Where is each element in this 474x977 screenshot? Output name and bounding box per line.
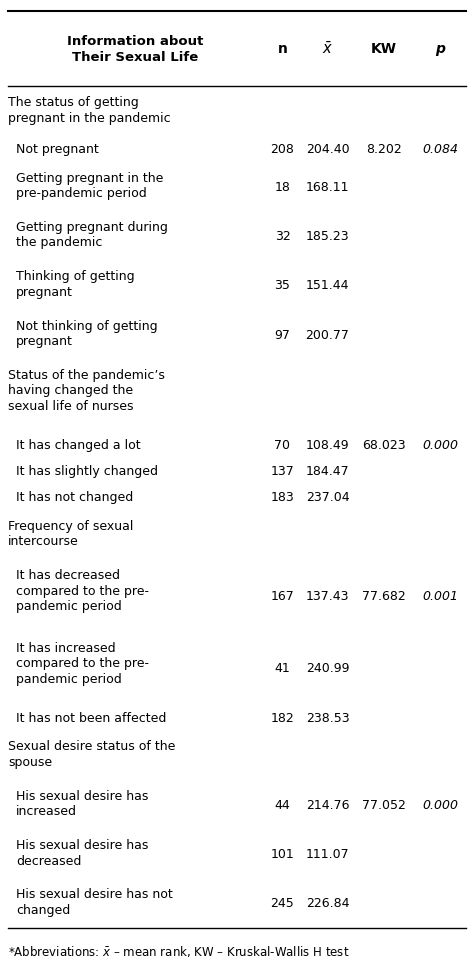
Text: The status of getting
pregnant in the pandemic: The status of getting pregnant in the pa…: [8, 96, 171, 125]
Text: Sexual desire status of the
spouse: Sexual desire status of the spouse: [8, 740, 175, 768]
Text: 182: 182: [271, 711, 294, 724]
Text: His sexual desire has
increased: His sexual desire has increased: [16, 789, 148, 818]
Text: Getting pregnant during
the pandemic: Getting pregnant during the pandemic: [16, 221, 168, 249]
Text: Information about
Their Sexual Life: Information about Their Sexual Life: [67, 35, 204, 64]
Text: 226.84: 226.84: [306, 897, 349, 910]
Text: 238.53: 238.53: [306, 711, 349, 724]
Text: 200.77: 200.77: [306, 328, 349, 341]
Text: It has not been affected: It has not been affected: [16, 711, 166, 724]
Text: Getting pregnant in the
pre-pandemic period: Getting pregnant in the pre-pandemic per…: [16, 172, 164, 200]
Text: 35: 35: [274, 279, 291, 292]
Text: 168.11: 168.11: [306, 181, 349, 193]
Text: It has slightly changed: It has slightly changed: [16, 465, 158, 478]
Text: *Abbreviations: $\bar{x}$ – mean rank, KW – Kruskal-Wallis H test: *Abbreviations: $\bar{x}$ – mean rank, K…: [8, 943, 349, 957]
Text: 151.44: 151.44: [306, 279, 349, 292]
Text: It has changed a lot: It has changed a lot: [16, 439, 141, 451]
Text: 185.23: 185.23: [306, 230, 349, 242]
Text: 137.43: 137.43: [306, 589, 349, 602]
Text: 0.000: 0.000: [422, 798, 458, 811]
Text: His sexual desire has
decreased: His sexual desire has decreased: [16, 838, 148, 867]
Text: Frequency of sexual
intercourse: Frequency of sexual intercourse: [8, 520, 133, 548]
Text: 68.023: 68.023: [362, 439, 406, 451]
Text: Not pregnant: Not pregnant: [16, 143, 99, 155]
Text: 111.07: 111.07: [306, 847, 349, 861]
Text: 183: 183: [271, 490, 294, 504]
Text: 0.000: 0.000: [422, 439, 458, 451]
Text: 204.40: 204.40: [306, 143, 349, 155]
Text: n: n: [278, 42, 287, 57]
Text: 97: 97: [274, 328, 291, 341]
Text: 184.47: 184.47: [306, 465, 349, 478]
Text: It has not changed: It has not changed: [16, 490, 133, 504]
Text: 208: 208: [271, 143, 294, 155]
Text: Not thinking of getting
pregnant: Not thinking of getting pregnant: [16, 319, 158, 348]
Text: 70: 70: [274, 439, 291, 451]
Text: 245: 245: [271, 897, 294, 910]
Text: 214.76: 214.76: [306, 798, 349, 811]
Text: $\bar{x}$: $\bar{x}$: [322, 41, 333, 58]
Text: 41: 41: [274, 661, 291, 675]
Text: p: p: [436, 42, 446, 57]
Text: 101: 101: [271, 847, 294, 861]
Text: It has decreased
compared to the pre-
pandemic period: It has decreased compared to the pre- pa…: [16, 569, 149, 613]
Text: Thinking of getting
pregnant: Thinking of getting pregnant: [16, 270, 135, 299]
Text: 8.202: 8.202: [366, 143, 402, 155]
Text: 108.49: 108.49: [306, 439, 349, 451]
Text: KW: KW: [371, 42, 397, 57]
Text: 77.682: 77.682: [362, 589, 406, 602]
Text: 237.04: 237.04: [306, 490, 349, 504]
Text: It has increased
compared to the pre-
pandemic period: It has increased compared to the pre- pa…: [16, 641, 149, 685]
Text: 77.052: 77.052: [362, 798, 406, 811]
Text: 18: 18: [274, 181, 291, 193]
Text: 0.001: 0.001: [422, 589, 458, 602]
Text: 167: 167: [271, 589, 294, 602]
Text: His sexual desire has not
changed: His sexual desire has not changed: [16, 887, 173, 916]
Text: 32: 32: [274, 230, 291, 242]
Text: 0.084: 0.084: [422, 143, 458, 155]
Text: 137: 137: [271, 465, 294, 478]
Text: Status of the pandemic’s
having changed the
sexual life of nurses: Status of the pandemic’s having changed …: [8, 368, 165, 412]
Text: 240.99: 240.99: [306, 661, 349, 675]
Text: 44: 44: [274, 798, 291, 811]
